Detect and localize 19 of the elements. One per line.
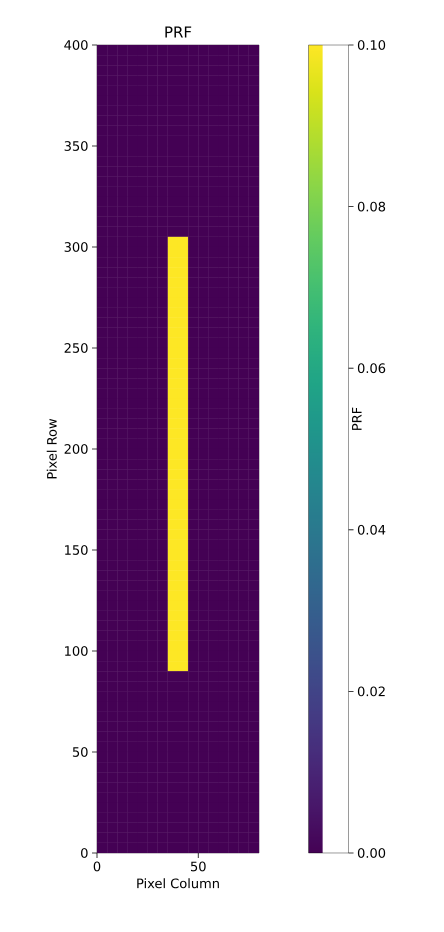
x-axis-title: Pixel Column xyxy=(137,878,219,888)
y-tick-label: 250 xyxy=(64,343,88,353)
color-bar-label: 0.08 xyxy=(358,202,386,212)
y-tick-label: 100 xyxy=(65,646,88,656)
y-tick-label: 300 xyxy=(64,242,88,252)
y-tick-label: 0 xyxy=(81,848,88,858)
chart-title: PRF xyxy=(165,26,192,38)
color-bar-label: 0.00 xyxy=(358,848,386,858)
y-tick-label: 200 xyxy=(64,444,88,454)
y-axis-title: Pixel Row xyxy=(46,418,57,478)
color-bar-label: 0.06 xyxy=(358,363,386,374)
color-bar-label: 0.04 xyxy=(358,524,386,535)
y-tick-label: 50 xyxy=(72,747,88,757)
color-bar-label: 0.02 xyxy=(358,686,385,696)
color-bar-title: PRF xyxy=(352,408,362,430)
color-bar-label: 0.10 xyxy=(358,40,386,50)
y-tick-label: 350 xyxy=(64,141,88,151)
y-tick-label: 400 xyxy=(64,40,88,50)
y-tick-label: 150 xyxy=(65,545,88,555)
